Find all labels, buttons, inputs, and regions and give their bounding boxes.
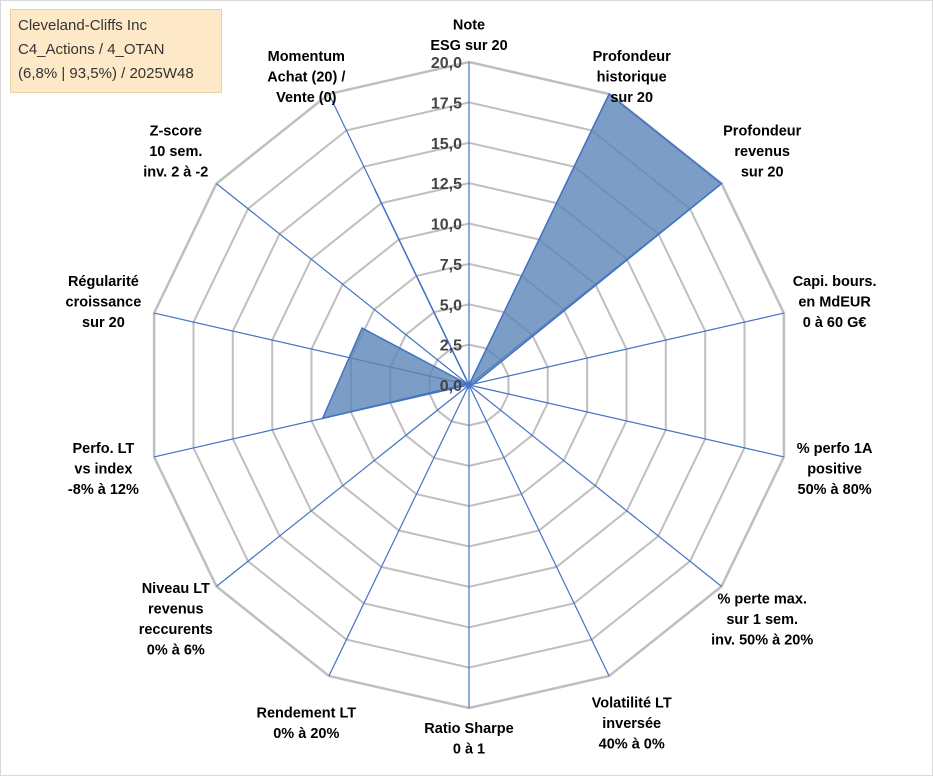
spoke-4	[468, 384, 785, 458]
score-period: (6,8% | 93,5%) / 2025W48	[18, 65, 194, 82]
axis-label-8: Rendement LT 0% à 20%	[256, 706, 356, 743]
tick-label: 10,0	[431, 217, 462, 234]
company-name: Cleveland-Cliffs Inc	[18, 17, 147, 34]
tick-label: 5,0	[440, 297, 462, 314]
tick-label: 0,0	[440, 378, 462, 395]
axis-label-3: Capi. bours. en MdEUR 0 à 60 G€	[793, 274, 877, 331]
spoke-3	[468, 312, 785, 386]
tick-label: 20,0	[431, 55, 462, 72]
axis-label-6: Volatilité LT inversée 40% à 0%	[592, 695, 672, 752]
axis-label-4: % perfo 1A positive 50% à 80%	[797, 441, 873, 498]
spoke-12	[216, 183, 470, 386]
spoke-10	[153, 384, 470, 458]
radar-series	[321, 92, 723, 420]
chart-title-box: Cleveland-Cliffs Inc C4_Actions / 4_OTAN…	[10, 9, 222, 93]
tick-label: 7,5	[440, 257, 462, 274]
tick-label: 12,5	[431, 176, 462, 193]
tick-label: 17,5	[431, 95, 462, 112]
axis-label-9: Niveau LT revenus reccurents 0% à 6%	[139, 581, 213, 659]
spoke-5	[468, 384, 722, 587]
series-area	[321, 92, 723, 420]
axis-label-13: Momentum Achat (20) / Vente (0)	[267, 49, 345, 106]
axis-label-7: Ratio Sharpe 0 à 1	[424, 721, 513, 758]
tick-label: 15,0	[431, 136, 462, 153]
tick-label: 2,5	[440, 338, 462, 355]
spoke-8	[328, 384, 470, 677]
spoke-6	[468, 384, 610, 677]
radial-tick-labels: 0,0 2,5 5,0 7,5 10,0 12,5 15,0 17,5 20,0	[431, 55, 462, 395]
axis-label-0: Note ESG sur 20	[430, 18, 507, 55]
axis-label-11: Régularité croissance sur 20	[66, 274, 142, 331]
axis-label-5: % perte max. sur 1 sem. inv. 50% à 20%	[711, 591, 813, 648]
axis-labels: Note ESG sur 20 Profondeur historique sur 20…	[66, 18, 877, 758]
axis-label-12: Z-score 10 sem. inv. 2 à -2	[143, 124, 208, 181]
axis-label-10: Perfo. LT vs index -8% à 12%	[68, 441, 139, 498]
axis-label-2: Profondeur revenus sur 20	[723, 124, 801, 181]
portfolio-name: C4_Actions / 4_OTAN	[18, 41, 165, 58]
axis-label-1: Profondeur historique sur 20	[593, 49, 671, 106]
spoke-9	[216, 384, 470, 587]
